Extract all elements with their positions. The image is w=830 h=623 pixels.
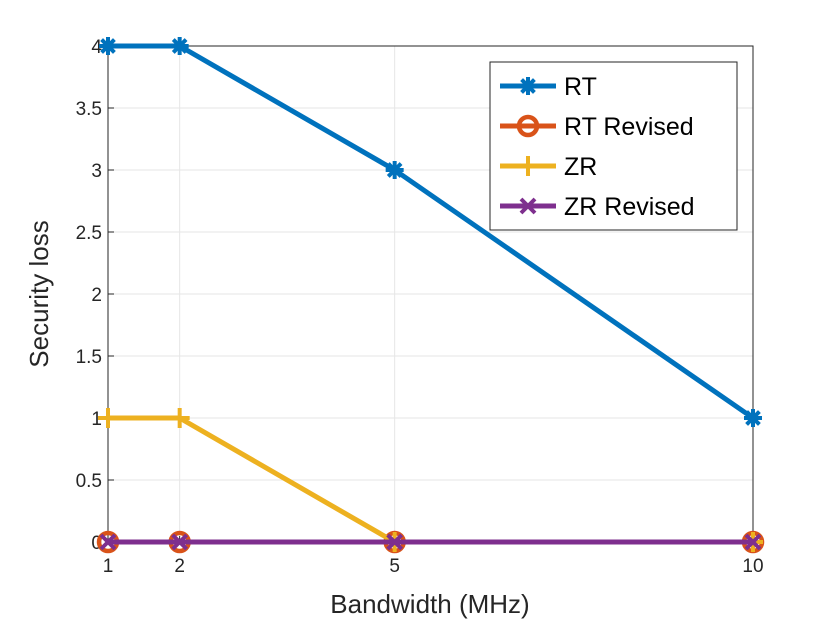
axis-ticks: 1 2 5 10 0 0.5 1 1.5 2 2.5 3 3.5 4 bbox=[76, 37, 764, 577]
legend-item: ZR Revised bbox=[500, 193, 695, 221]
y-tick-label: 1 bbox=[91, 409, 102, 430]
legend-marker bbox=[518, 156, 538, 176]
data-point-marker bbox=[169, 408, 190, 428]
y-tick-label: 3.5 bbox=[76, 99, 102, 120]
legend-label: RT Revised bbox=[564, 113, 694, 141]
legend-item: RT Revised bbox=[500, 113, 694, 141]
data-point-marker bbox=[385, 161, 404, 179]
legend-item: ZR bbox=[500, 153, 597, 181]
legend-label: ZR Revised bbox=[564, 193, 695, 221]
legend-marker bbox=[516, 114, 540, 138]
y-tick-label: 3 bbox=[91, 161, 102, 182]
y-tick-label: 0.5 bbox=[76, 471, 102, 492]
series-zr-revised bbox=[99, 533, 762, 551]
data-point-marker bbox=[99, 533, 117, 551]
legend-marker bbox=[519, 197, 537, 215]
y-tick-label: 4 bbox=[91, 37, 102, 58]
x-axis-title: Bandwidth (MHz) bbox=[330, 589, 529, 619]
y-axis-title: Security loss bbox=[24, 220, 54, 367]
data-point-marker bbox=[98, 408, 118, 428]
series-group bbox=[96, 37, 765, 554]
data-point-marker bbox=[170, 37, 189, 55]
legend-marker bbox=[519, 77, 537, 95]
x-tick-label: 5 bbox=[389, 556, 400, 577]
series-rt bbox=[99, 37, 762, 427]
x-tick-label: 1 bbox=[103, 556, 114, 577]
y-tick-label: 0 bbox=[91, 533, 102, 554]
y-tick-label: 1.5 bbox=[76, 347, 102, 368]
x-tick-label: 2 bbox=[174, 556, 185, 577]
series-line bbox=[108, 43, 755, 421]
legend-label: RT bbox=[564, 73, 597, 101]
data-point-marker bbox=[386, 533, 404, 551]
legend-label: ZR bbox=[564, 153, 597, 181]
legend-item: RT bbox=[500, 73, 597, 101]
data-point-marker bbox=[99, 37, 117, 55]
data-point-marker bbox=[744, 409, 762, 427]
y-tick-label: 2 bbox=[91, 285, 102, 306]
data-point-marker bbox=[171, 533, 189, 551]
legend: RT RT Revised ZR ZR Revised bbox=[489, 61, 738, 231]
data-point-marker bbox=[744, 533, 762, 551]
y-tick-label: 2.5 bbox=[76, 223, 102, 244]
x-tick-label: 10 bbox=[742, 556, 763, 577]
